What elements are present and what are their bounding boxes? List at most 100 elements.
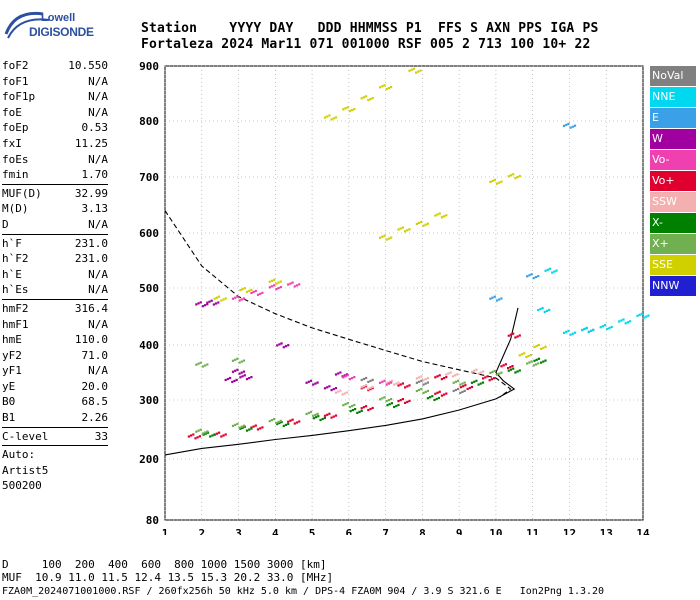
- trace-point-x: [270, 419, 274, 422]
- trace-point-sse: [436, 213, 439, 216]
- trace-point-vo: [293, 422, 296, 425]
- trace-point-ssw: [422, 379, 425, 382]
- trace-point-ssw: [337, 390, 340, 393]
- trace-point-ssw: [479, 371, 482, 374]
- trace-point-noval: [452, 389, 455, 393]
- trace-point-nne: [541, 307, 544, 310]
- trace-point-w: [201, 305, 204, 308]
- legend-item-nne: NNE: [650, 87, 696, 107]
- param-row-b0: B0 68.5: [2, 394, 108, 410]
- trace-point-nne: [571, 332, 574, 335]
- param-row-foe: foE N/A: [2, 105, 108, 121]
- trace-point-sse: [383, 234, 386, 237]
- trace-point-w: [307, 380, 310, 383]
- trace-point-vo: [397, 384, 400, 387]
- x-tick-label: 14: [636, 527, 650, 535]
- y-tick-label: 500: [139, 282, 159, 295]
- param-name: B0: [2, 395, 16, 409]
- trace-point-nne: [545, 309, 549, 312]
- trace-point-w: [339, 371, 342, 374]
- trace-point-vo: [362, 406, 365, 409]
- trace-point-x: [461, 382, 464, 385]
- trace-point-x: [236, 422, 239, 425]
- trace-point-sse: [390, 236, 393, 239]
- trace-point-ssw: [345, 391, 349, 394]
- trace-point-x: [537, 357, 540, 360]
- trace-point-vo: [236, 295, 239, 298]
- trace-point-nne: [590, 329, 593, 332]
- trace-point-e: [537, 275, 540, 278]
- trace-point-ssw: [445, 373, 448, 376]
- param-name: h`Es: [2, 283, 29, 297]
- x-tick-label: 5: [309, 527, 316, 535]
- trace-point-x: [346, 402, 349, 405]
- param-name: h`E: [2, 267, 22, 281]
- trace-point-sse: [424, 223, 427, 226]
- trace-point-x: [518, 369, 521, 372]
- param-name: foEs: [2, 152, 29, 166]
- trace-point-sse: [491, 179, 494, 182]
- param-name: h`F: [2, 236, 22, 250]
- param-name: hmF2: [2, 301, 29, 315]
- trace-point-sse: [326, 115, 329, 118]
- trace-point-w: [240, 371, 243, 374]
- trace-point-sse: [328, 114, 331, 117]
- param-name: B1: [2, 411, 16, 425]
- auto-info-line: Artist5: [2, 463, 49, 477]
- trace-point-nne: [636, 314, 639, 317]
- trace-point-nne: [645, 315, 648, 318]
- trace-point-noval: [461, 390, 464, 393]
- trace-point-nne: [624, 322, 627, 325]
- trace-point-w: [245, 378, 249, 381]
- trace-point-sse: [387, 237, 390, 240]
- trace-point-vo: [256, 293, 260, 296]
- param-value: 11.25: [74, 136, 108, 150]
- trace-point-x: [309, 410, 313, 414]
- trace-point-x: [397, 403, 400, 407]
- trace-point-w: [282, 346, 285, 349]
- trace-point-x: [542, 360, 545, 363]
- trace-point-x: [202, 433, 205, 436]
- trace-point-sse: [385, 238, 388, 241]
- trace-point-e: [489, 297, 492, 300]
- param-divider: [2, 298, 108, 300]
- trace-point-nne: [553, 270, 556, 273]
- trace-point-noval: [420, 379, 423, 382]
- trace-point-x: [532, 364, 535, 367]
- trace-point-e: [571, 125, 574, 128]
- param-value: N/A: [88, 267, 108, 281]
- trace-point-x: [351, 409, 354, 412]
- param-row-mufd: MUF(D) 32.99: [2, 186, 108, 202]
- trace-point-sse: [408, 69, 411, 72]
- legend-item-nnw: NNW: [650, 276, 696, 296]
- trace-point-sse: [523, 352, 526, 355]
- trace-point-w: [224, 378, 227, 382]
- trace-point-vo: [256, 428, 260, 431]
- trace-point-w: [330, 389, 333, 392]
- trace-point-nne: [581, 328, 584, 332]
- trace-point-sse: [417, 70, 420, 73]
- trace-point-sse: [362, 96, 365, 99]
- trace-point-nne: [604, 324, 607, 327]
- trace-point-x: [393, 405, 396, 409]
- trace-point-nne: [643, 316, 646, 319]
- trace-point-vo: [500, 365, 503, 368]
- y-tick-label: 600: [139, 227, 159, 240]
- trace-point-sse: [353, 108, 356, 111]
- trace-point-w: [328, 385, 331, 388]
- trace-point-vo: [399, 383, 402, 386]
- trace-point-sse: [379, 236, 382, 239]
- param-row-md: M(D) 3.13: [2, 201, 108, 217]
- trace-point-vo: [518, 334, 521, 337]
- trace-point-noval: [365, 376, 368, 380]
- trace-point-x: [535, 358, 538, 361]
- param-name: D: [2, 217, 9, 231]
- trace-point-ssw: [343, 392, 346, 395]
- param-name: foF1: [2, 74, 29, 88]
- trace-point-nne: [647, 314, 650, 317]
- trace-point-vo: [445, 376, 448, 379]
- trace-point-vo: [346, 374, 349, 377]
- trace-point-vo: [514, 336, 517, 339]
- trace-point-x: [435, 397, 438, 401]
- trace-point-vo: [438, 390, 441, 393]
